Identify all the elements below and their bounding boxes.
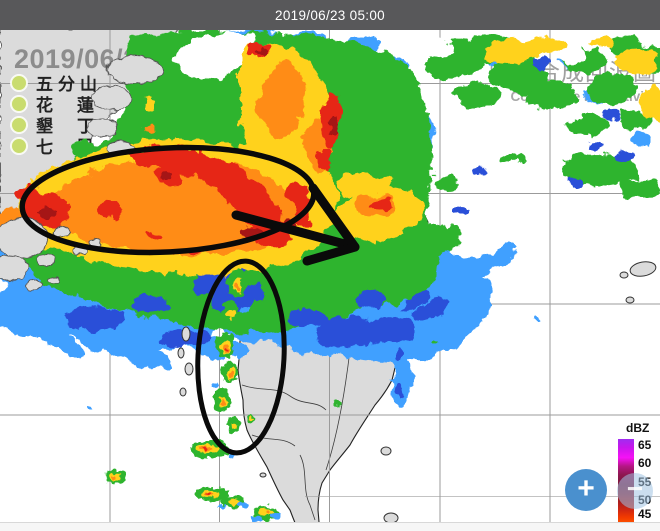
station-marker-icon [10, 95, 28, 113]
annotations [19, 144, 360, 456]
station-marker-icon [10, 116, 28, 134]
station-legend: 五分山 花蓮 墾丁 七股 [10, 74, 118, 157]
title-bar: 2019/06/23 05:00 [0, 0, 660, 30]
zoom-in-button[interactable]: + [565, 469, 607, 511]
dbz-legend-title: dBZ [626, 421, 649, 435]
minus-icon: − [626, 473, 644, 504]
station-marker-icon [10, 74, 28, 92]
station-label: 墾丁 [36, 117, 118, 136]
china-coast-patches [0, 55, 164, 291]
annotation-ellipse-coast [195, 258, 287, 456]
convective-cells-west [211, 269, 255, 434]
dbz-tick: 45 [638, 507, 652, 521]
station-label: 花蓮 [36, 95, 118, 115]
dbz-tick: 60 [638, 456, 652, 470]
annotation-arrow [231, 183, 360, 266]
station-marker-icon [10, 137, 28, 155]
dbz-tick: 65 [638, 438, 652, 452]
plus-icon: + [577, 471, 595, 505]
title-bar-text: 2019/06/23 05:00 [275, 7, 385, 23]
station-label: 五分山 [36, 75, 102, 94]
zoom-out-button[interactable]: − [617, 473, 653, 509]
offshore-islands [177, 261, 657, 523]
